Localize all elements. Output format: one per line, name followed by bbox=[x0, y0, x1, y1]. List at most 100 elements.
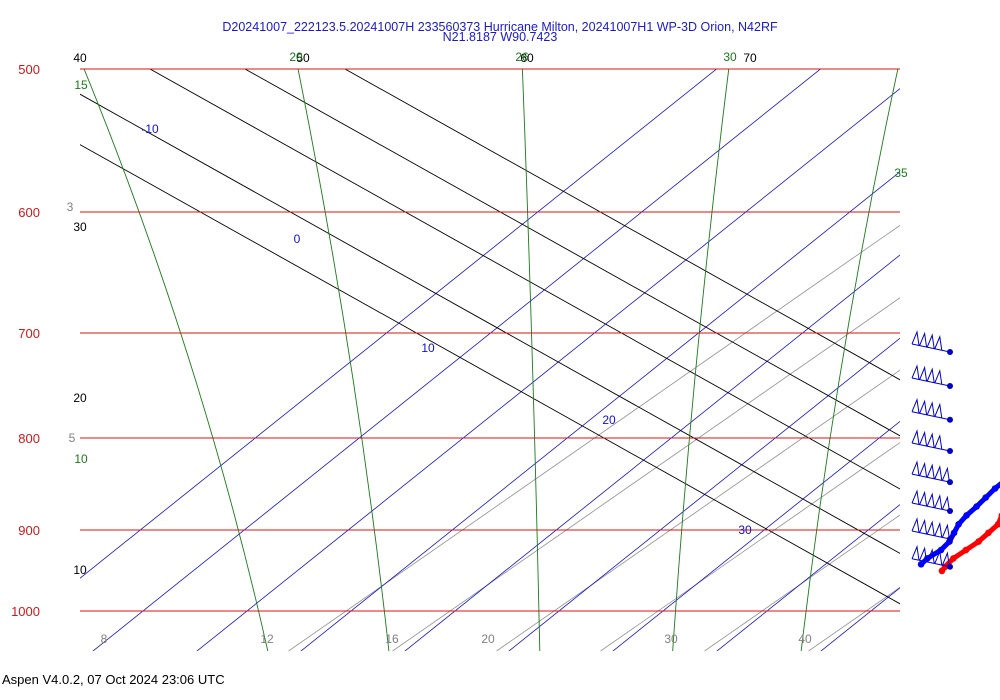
temperature-axis-label: 12 bbox=[260, 632, 274, 646]
wind-barb-flag bbox=[919, 546, 928, 562]
temperature-point bbox=[985, 529, 992, 537]
wind-barb bbox=[911, 460, 953, 486]
temperature-line bbox=[939, 513, 1000, 574]
isotherm-line bbox=[404, 254, 900, 651]
wind-barb-flag bbox=[911, 460, 920, 476]
wind-barb-flag bbox=[941, 523, 950, 539]
moist-adiabat-line bbox=[0, 59, 80, 661]
dewpoint-point bbox=[991, 485, 999, 492]
temperature-point bbox=[994, 520, 1000, 528]
wind-barb-flag bbox=[934, 402, 943, 419]
isotherm-line bbox=[914, 40, 1000, 660]
dry-adiabat-label: 20 bbox=[73, 391, 87, 405]
wind-barbs bbox=[911, 330, 953, 570]
wind-barb-flag bbox=[926, 548, 935, 564]
temperature-axis-label: 40 bbox=[798, 632, 812, 646]
wind-barb bbox=[911, 364, 953, 390]
dry-adiabat-label: 10 bbox=[73, 563, 87, 577]
mixing-ratio-line bbox=[808, 586, 900, 651]
chart-subtitle: N21.8187 W90.7423 bbox=[442, 30, 558, 44]
dewpoint-point bbox=[973, 503, 980, 510]
wind-barb-flag bbox=[919, 399, 928, 415]
wind-barb-flag bbox=[926, 463, 935, 479]
moist-adiabat-label: 26 bbox=[515, 50, 529, 64]
isotherm-label: -10 bbox=[141, 122, 159, 136]
dry-adiabat-line bbox=[80, 144, 900, 605]
moist-adiabat-label: 15 bbox=[74, 78, 88, 92]
temperature-axis-label: 8 bbox=[101, 632, 108, 646]
wind-barb-flag bbox=[911, 544, 920, 561]
isotherm-line bbox=[80, 69, 718, 579]
wind-barb-flag bbox=[934, 549, 943, 566]
dry-adiabat-line bbox=[244, 69, 900, 437]
isotherm-line bbox=[508, 337, 900, 651]
wind-barb-flag bbox=[919, 461, 928, 478]
wind-barb-flag bbox=[926, 432, 935, 448]
wind-barb-staff bbox=[911, 502, 951, 512]
chart-title: D20241007_222123.5.20241007H 233560373 H… bbox=[222, 20, 778, 34]
dry-adiabat-label: 50 bbox=[296, 51, 310, 65]
isotherm-line bbox=[196, 88, 900, 651]
wind-barb-flag bbox=[926, 333, 935, 349]
wind-barb-flag bbox=[926, 520, 935, 536]
wind-barb-flag bbox=[911, 517, 920, 533]
moist-adiabat-label: 10 bbox=[74, 452, 88, 466]
moist-adiabat-line bbox=[800, 69, 899, 651]
dewpoint-point bbox=[955, 520, 962, 528]
wind-barb-staff bbox=[911, 377, 951, 387]
temperature-axis-label: 16 bbox=[385, 632, 399, 646]
dry-adiabat-label: 30 bbox=[73, 220, 87, 234]
isotherm-line bbox=[300, 171, 900, 651]
grid-lines bbox=[0, 40, 1000, 661]
temperature-point bbox=[962, 546, 970, 554]
wind-barb-staff bbox=[911, 442, 951, 452]
wind-barb-flag bbox=[919, 518, 928, 535]
wind-barb-flag bbox=[941, 551, 950, 567]
mixing-ratio-line bbox=[600, 442, 900, 651]
dry-adiabat-label: 40 bbox=[73, 51, 87, 65]
wind-barb-flag bbox=[911, 364, 920, 380]
wind-barb-flag bbox=[926, 401, 935, 417]
pressure-label: 800 bbox=[18, 431, 40, 446]
dewpoint-point bbox=[963, 512, 970, 519]
pressure-label: 1000 bbox=[11, 604, 40, 619]
dry-adiabat-label: 60 bbox=[520, 51, 534, 65]
wind-barb-staff bbox=[911, 411, 951, 421]
wind-barb-flag bbox=[941, 466, 950, 483]
wind-barb-flag bbox=[919, 331, 928, 348]
dewpoint-point bbox=[982, 494, 990, 501]
wind-barb bbox=[911, 330, 953, 355]
sounding-profiles bbox=[917, 481, 1000, 575]
moist-adiabat-line bbox=[297, 69, 390, 651]
isotherm-line bbox=[92, 69, 822, 651]
moist-adiabat-line bbox=[521, 69, 541, 651]
isotherm-label: 20 bbox=[602, 413, 616, 427]
wind-barb-staff bbox=[911, 343, 951, 353]
pressure-label: 600 bbox=[18, 205, 40, 220]
wind-barb-flag bbox=[934, 521, 943, 538]
dewpoint-point bbox=[950, 529, 958, 537]
wind-barb-flag bbox=[926, 367, 935, 383]
wind-barb bbox=[911, 544, 953, 570]
wind-barb-flag bbox=[926, 492, 935, 508]
wind-barb-flag bbox=[934, 433, 943, 450]
wind-barb-flag bbox=[911, 489, 920, 505]
isotherm-line bbox=[820, 587, 900, 651]
dry-adiabat-label: 70 bbox=[743, 51, 757, 65]
footer-version: Aspen V4.0.2, 07 Oct 2024 23:06 UTC bbox=[2, 672, 225, 687]
pressure-label: 500 bbox=[18, 62, 40, 77]
mixing-ratio-line bbox=[704, 514, 900, 651]
wind-barb bbox=[911, 517, 953, 542]
moist-adiabat-line bbox=[672, 69, 730, 651]
wind-barb-staff bbox=[911, 473, 951, 483]
dry-adiabat-line bbox=[149, 69, 900, 490]
wind-barb-flag bbox=[934, 493, 943, 510]
mixing-ratio-line bbox=[392, 297, 900, 651]
temperature-axis-label: 20 bbox=[481, 632, 495, 646]
isotherm-label: 10 bbox=[421, 341, 435, 355]
wind-barb-staff bbox=[911, 558, 951, 568]
wind-barb bbox=[911, 397, 953, 423]
moist-adiabat-label: 30 bbox=[723, 50, 737, 64]
axis-labels: 500 600 700 800 900 1000 -10 0 10 20 30 8 12 16 20 30 40… bbox=[11, 50, 908, 646]
